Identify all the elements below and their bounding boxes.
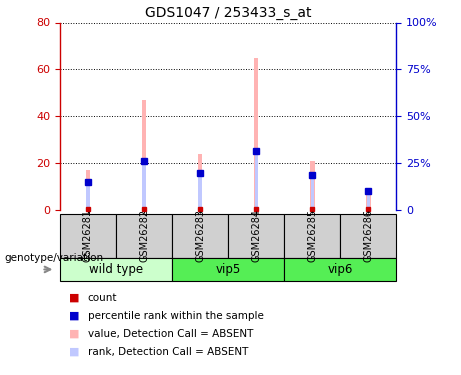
Title: GDS1047 / 253433_s_at: GDS1047 / 253433_s_at <box>145 6 312 20</box>
Bar <box>340 214 396 258</box>
Text: GSM26282: GSM26282 <box>139 209 149 262</box>
Bar <box>254 58 259 210</box>
Bar <box>366 191 371 210</box>
Text: ■: ■ <box>69 293 80 303</box>
Text: rank, Detection Call = ABSENT: rank, Detection Call = ABSENT <box>88 347 248 357</box>
Bar <box>254 152 258 210</box>
Bar <box>172 214 228 258</box>
Bar <box>228 214 284 258</box>
Text: ■: ■ <box>69 347 80 357</box>
Text: percentile rank within the sample: percentile rank within the sample <box>88 311 264 321</box>
Text: ■: ■ <box>69 311 80 321</box>
Bar <box>310 161 314 210</box>
Text: wild type: wild type <box>89 263 143 276</box>
Text: vip6: vip6 <box>328 263 353 276</box>
Bar <box>142 161 146 210</box>
Bar <box>142 100 146 210</box>
Bar <box>199 172 202 210</box>
Text: GSM26283: GSM26283 <box>195 209 205 262</box>
Bar <box>116 214 172 258</box>
Text: vip5: vip5 <box>216 263 241 276</box>
Bar <box>284 258 396 281</box>
Text: GSM26281: GSM26281 <box>83 209 93 262</box>
Bar <box>198 154 202 210</box>
Text: genotype/variation: genotype/variation <box>5 253 104 262</box>
Bar <box>172 258 284 281</box>
Bar <box>86 170 90 210</box>
Text: ■: ■ <box>69 329 80 339</box>
Text: value, Detection Call = ABSENT: value, Detection Call = ABSENT <box>88 329 253 339</box>
Bar <box>60 258 172 281</box>
Text: GSM26285: GSM26285 <box>307 209 317 262</box>
Bar <box>311 175 314 210</box>
Bar <box>60 214 116 258</box>
Text: count: count <box>88 293 117 303</box>
Bar <box>86 182 89 210</box>
Text: GSM26286: GSM26286 <box>363 209 373 262</box>
Bar <box>284 214 340 258</box>
Bar <box>367 191 370 210</box>
Text: GSM26284: GSM26284 <box>251 209 261 262</box>
